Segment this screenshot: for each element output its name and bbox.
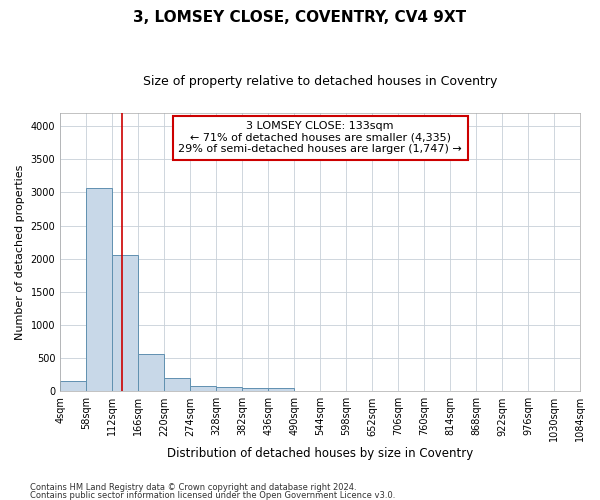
X-axis label: Distribution of detached houses by size in Coventry: Distribution of detached houses by size …: [167, 447, 473, 460]
Bar: [268, 388, 294, 392]
Bar: [164, 378, 190, 392]
Bar: [60, 382, 86, 392]
Bar: [138, 354, 164, 392]
Y-axis label: Number of detached properties: Number of detached properties: [15, 164, 25, 340]
Text: 3, LOMSEY CLOSE, COVENTRY, CV4 9XT: 3, LOMSEY CLOSE, COVENTRY, CV4 9XT: [133, 10, 467, 25]
Bar: [112, 254, 138, 392]
Bar: [242, 388, 268, 392]
Text: 3 LOMSEY CLOSE: 133sqm
← 71% of detached houses are smaller (4,335)
29% of semi-: 3 LOMSEY CLOSE: 133sqm ← 71% of detached…: [178, 121, 462, 154]
Text: Contains HM Land Registry data © Crown copyright and database right 2024.: Contains HM Land Registry data © Crown c…: [30, 484, 356, 492]
Title: Size of property relative to detached houses in Coventry: Size of property relative to detached ho…: [143, 75, 497, 88]
Bar: [216, 388, 242, 392]
Bar: [190, 386, 216, 392]
Text: Contains public sector information licensed under the Open Government Licence v3: Contains public sector information licen…: [30, 491, 395, 500]
Bar: [86, 188, 112, 392]
